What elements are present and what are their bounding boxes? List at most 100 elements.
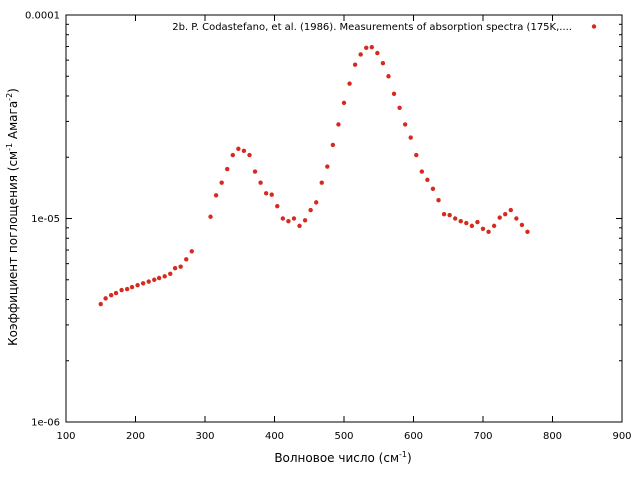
data-point	[213, 193, 219, 198]
data-point	[419, 169, 425, 174]
data-point	[189, 249, 194, 254]
data-point	[178, 264, 183, 269]
data-point	[486, 229, 491, 235]
data-point	[314, 200, 319, 205]
x-tick-label: 400	[265, 431, 284, 442]
data-point	[119, 287, 124, 293]
x-tick-label: 900	[612, 431, 631, 442]
x-tick-label: 500	[334, 431, 353, 442]
data-point	[453, 216, 458, 221]
data-point	[447, 212, 452, 218]
data-point	[236, 146, 241, 152]
data-point	[347, 81, 352, 86]
data-point	[263, 191, 269, 196]
y-axis-title-end: )	[6, 88, 20, 93]
data-point	[269, 192, 274, 197]
data-point	[375, 50, 380, 56]
data-point	[225, 166, 230, 172]
data-point	[514, 216, 519, 221]
x-axis-title-main: Волновое число (см	[274, 451, 399, 465]
y-axis-title-sup1: -1	[5, 143, 14, 151]
data-point	[108, 292, 114, 298]
y-axis-title-mid: Амага	[6, 101, 20, 143]
data-point	[352, 62, 358, 67]
data-point	[519, 222, 525, 228]
data-point	[258, 180, 263, 185]
data-point	[241, 148, 247, 154]
y-axis-title-sup2: -2	[5, 93, 14, 101]
plot-frame	[65, 14, 623, 423]
data-point	[113, 290, 119, 296]
data-point	[430, 186, 436, 191]
data-point	[391, 91, 397, 96]
data-point	[458, 218, 463, 224]
data-point	[152, 277, 157, 282]
data-point	[168, 271, 173, 276]
data-point	[103, 296, 108, 301]
data-point	[184, 257, 189, 262]
data-point	[146, 279, 151, 284]
data-point	[291, 216, 297, 221]
data-point	[397, 105, 402, 110]
data-point	[297, 223, 302, 229]
x-tick-label: 800	[543, 431, 562, 442]
data-point	[436, 198, 441, 203]
x-axis-ticks: 100 200 300 400 500 600 700 800 900	[56, 15, 632, 442]
data-point	[425, 177, 430, 182]
y-axis-title-main: Коэффициент поглощения (см	[6, 151, 20, 346]
legend-label: 2b. P. Codastefano, et al. (1986). Measu…	[172, 22, 572, 33]
data-point	[441, 211, 447, 217]
data-point	[156, 275, 162, 281]
data-point	[369, 44, 374, 50]
data-point	[124, 286, 130, 292]
data-point	[525, 229, 530, 235]
y-tick-label: 1e-06	[31, 418, 60, 429]
data-point	[129, 284, 135, 290]
x-tick-label: 600	[404, 431, 423, 442]
x-axis-title: Волновое число (см-1)	[274, 450, 411, 465]
data-point	[219, 180, 224, 185]
y-tick-label: 0.0001	[25, 11, 60, 22]
data-point	[286, 218, 291, 224]
data-point	[302, 218, 308, 223]
data-point	[469, 223, 475, 229]
x-tick-label: 200	[126, 431, 145, 442]
x-axis-title-end: )	[407, 451, 412, 465]
data-point	[341, 100, 347, 106]
data-point	[162, 274, 167, 279]
data-points	[98, 44, 530, 307]
data-point	[247, 152, 252, 158]
data-point	[402, 122, 408, 127]
data-point	[380, 60, 386, 66]
y-axis-ticks: 1e-06 1e-05 0.0001	[25, 11, 622, 429]
data-point	[275, 203, 280, 209]
x-tick-label: 300	[195, 431, 214, 442]
data-point	[480, 226, 486, 231]
data-point	[325, 164, 330, 169]
data-point	[464, 220, 469, 226]
data-point	[408, 135, 413, 140]
y-axis-title: Коэффициент поглощения (см-1 Амага-2)	[5, 88, 20, 346]
data-point	[230, 152, 235, 158]
data-point	[491, 223, 497, 229]
data-point	[386, 74, 391, 79]
data-point	[508, 207, 513, 213]
data-point	[414, 152, 419, 158]
data-point	[503, 211, 508, 217]
x-tick-label: 100	[56, 431, 75, 442]
y-tick-label: 1e-05	[31, 214, 60, 225]
data-point	[98, 301, 103, 307]
data-point	[135, 283, 140, 288]
data-point	[364, 45, 369, 50]
x-axis-title-sup: -1	[399, 450, 407, 459]
data-point	[497, 215, 502, 220]
data-point	[140, 281, 146, 286]
data-point	[280, 216, 286, 221]
data-point	[252, 169, 258, 174]
data-point	[208, 214, 213, 219]
data-point	[358, 52, 363, 57]
data-point	[319, 180, 324, 185]
data-point	[172, 265, 178, 271]
legend: 2b. P. Codastefano, et al. (1986). Measu…	[172, 22, 597, 33]
